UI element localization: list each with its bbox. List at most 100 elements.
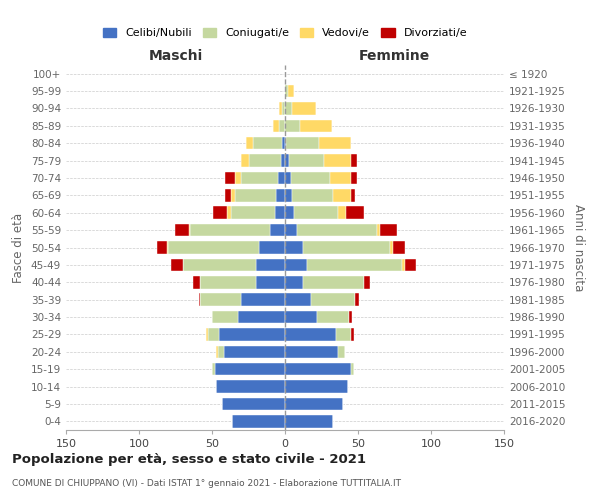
Bar [275,206,285,219]
Bar [285,224,296,236]
Bar [279,102,282,115]
Bar [188,224,190,236]
Bar [285,258,307,271]
Bar [256,258,285,271]
Bar [285,346,338,358]
Bar [346,206,364,219]
Bar [291,172,330,184]
Bar [241,294,285,306]
Bar [319,137,350,149]
Bar [336,328,351,340]
Bar [200,276,256,288]
Bar [285,137,286,149]
Bar [285,276,302,288]
Bar [167,241,168,254]
Bar [285,241,302,254]
Bar [377,224,380,236]
Bar [241,154,248,167]
Bar [349,311,352,324]
Bar [241,172,278,184]
Bar [405,258,416,271]
Bar [235,189,276,202]
Bar [330,172,350,184]
Bar [278,172,285,184]
Bar [168,241,259,254]
Bar [218,346,224,358]
Bar [212,311,238,324]
Bar [302,241,390,254]
Bar [212,363,215,376]
Bar [294,206,338,219]
Bar [231,189,235,202]
Legend: Celibi/Nubili, Coniugati/e, Vedovi/e, Divorziati/e: Celibi/Nubili, Coniugati/e, Vedovi/e, Di… [98,23,472,43]
Bar [225,172,235,184]
Bar [220,328,285,340]
Bar [285,102,292,115]
Bar [285,328,336,340]
Bar [355,294,359,306]
Bar [276,189,285,202]
Bar [217,346,218,358]
Bar [199,294,200,306]
Y-axis label: Anni di nascita: Anni di nascita [572,204,585,291]
Bar [364,276,370,288]
Bar [296,224,377,236]
Bar [285,154,289,167]
Bar [285,415,333,428]
Bar [279,120,285,132]
Bar [282,102,285,115]
Bar [390,241,393,254]
Bar [206,328,208,340]
Bar [285,398,343,410]
Bar [232,415,285,428]
Bar [285,189,292,202]
Bar [225,189,231,202]
Bar [302,276,364,288]
Bar [285,172,291,184]
Bar [222,398,285,410]
Bar [208,328,220,340]
Bar [231,206,275,219]
Bar [281,154,285,167]
Bar [215,363,285,376]
Text: Popolazione per età, sesso e stato civile - 2021: Popolazione per età, sesso e stato civil… [12,452,366,466]
Bar [350,189,355,202]
Bar [285,380,348,393]
Bar [285,206,294,219]
Bar [253,137,282,149]
Bar [256,276,285,288]
Bar [259,241,285,254]
Bar [200,294,241,306]
Text: Maschi: Maschi [148,50,203,64]
Bar [235,172,241,184]
Bar [183,258,256,271]
Bar [285,363,350,376]
Bar [338,346,345,358]
Bar [171,258,183,271]
Bar [274,120,279,132]
Bar [307,258,402,271]
Bar [245,137,253,149]
Bar [288,85,294,98]
Bar [317,311,349,324]
Bar [350,172,356,184]
Bar [299,120,332,132]
Bar [217,380,285,393]
Bar [285,294,311,306]
Bar [271,224,285,236]
Bar [285,85,288,98]
Bar [311,294,355,306]
Bar [285,311,317,324]
Bar [292,189,333,202]
Y-axis label: Fasce di età: Fasce di età [13,212,25,282]
Bar [350,363,353,376]
Text: COMUNE DI CHIUPPANO (VI) - Dati ISTAT 1° gennaio 2021 - Elaborazione TUTTITALIA.: COMUNE DI CHIUPPANO (VI) - Dati ISTAT 1°… [12,479,401,488]
Text: Femmine: Femmine [359,50,430,64]
Bar [175,224,188,236]
Bar [285,120,299,132]
Bar [248,154,281,167]
Bar [193,276,200,288]
Bar [238,311,285,324]
Bar [286,137,319,149]
Bar [190,224,271,236]
